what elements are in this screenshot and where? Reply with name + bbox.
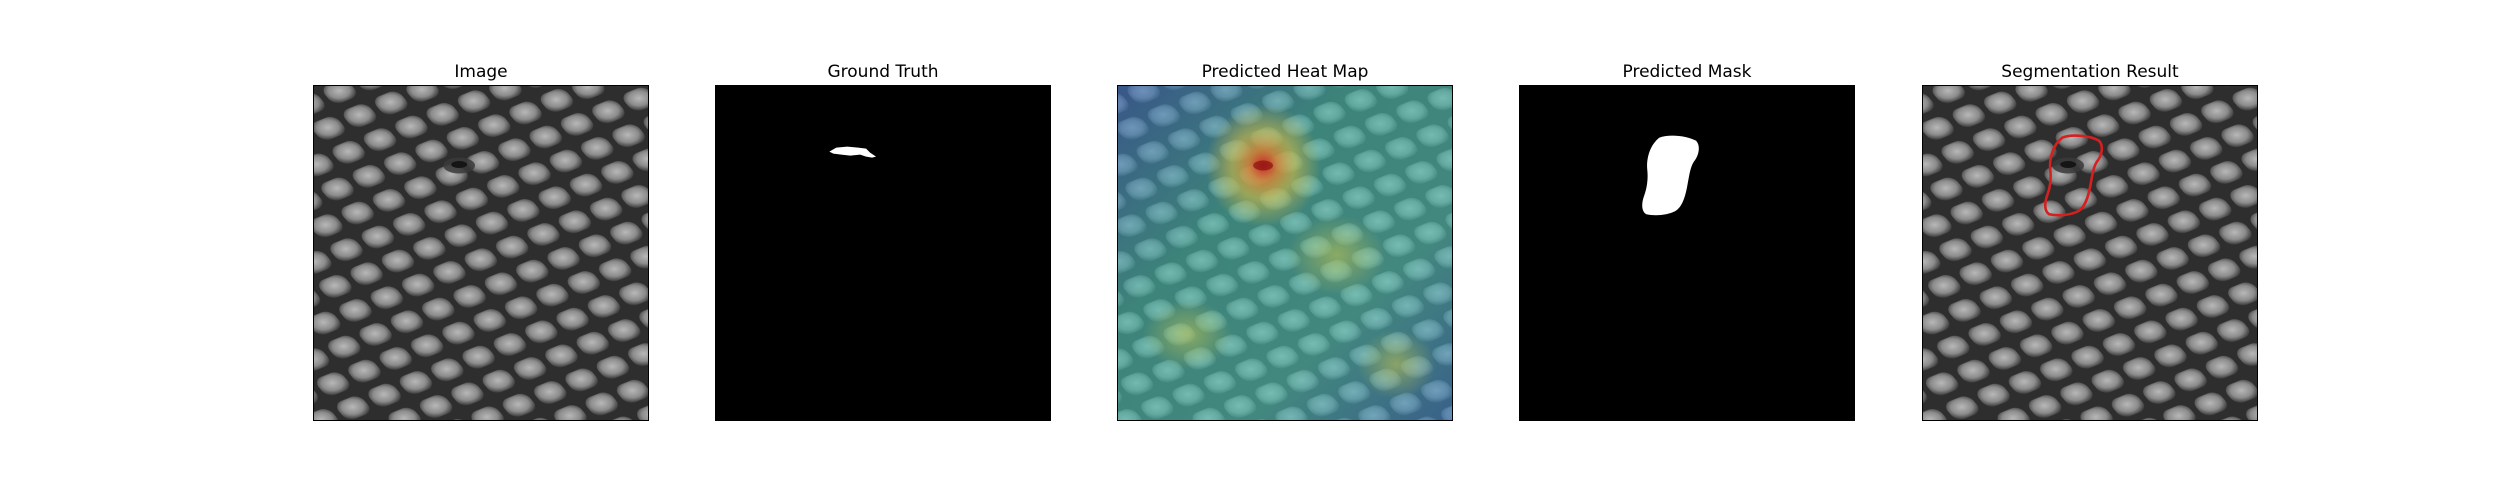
panel-title: Segmentation Result — [2001, 62, 2179, 82]
ground-truth-axes — [715, 85, 1051, 421]
image-axes — [313, 85, 649, 421]
heat-map-axes — [1117, 85, 1453, 421]
ground-truth-mask — [716, 86, 1050, 420]
panel-title: Predicted Heat Map — [1201, 62, 1369, 82]
segmentation-axes — [1922, 85, 2258, 421]
panel-segmentation-result: Segmentation Result — [1922, 60, 2258, 432]
panel-image: Image — [313, 60, 649, 432]
segmentation-overlay — [1923, 86, 2257, 420]
panel-title: Predicted Mask — [1622, 62, 1752, 82]
predicted-mask-axes — [1519, 85, 1855, 421]
panel-title: Image — [454, 62, 508, 82]
panel-ground-truth: Ground Truth — [715, 60, 1051, 432]
panel-title: Ground Truth — [827, 62, 939, 82]
ground-truth-region — [829, 146, 877, 158]
heat-map-overlay — [1118, 86, 1452, 420]
predicted-mask — [1520, 86, 1854, 420]
texture-image — [314, 86, 648, 420]
predicted-mask-region — [1642, 135, 1699, 216]
panel-predicted-mask: Predicted Mask — [1519, 60, 1855, 432]
panel-heat-map: Predicted Heat Map — [1117, 60, 1453, 432]
segmentation-outline — [2043, 134, 2104, 217]
